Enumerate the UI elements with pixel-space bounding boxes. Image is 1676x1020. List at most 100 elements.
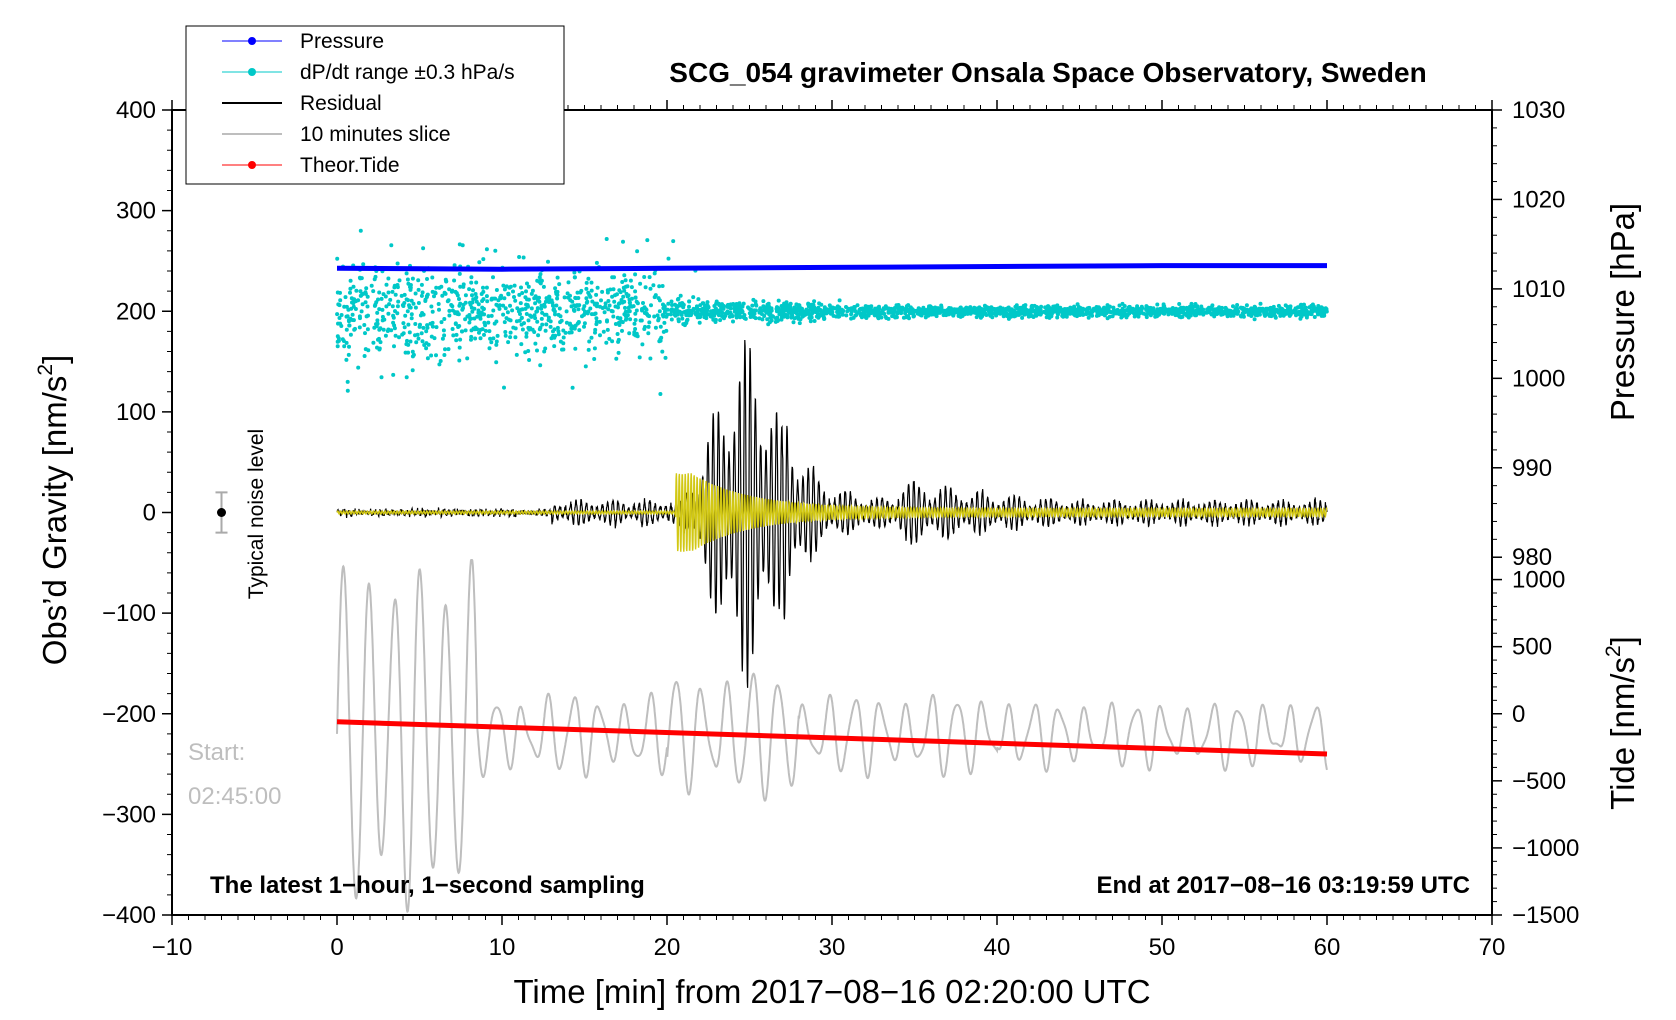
dpdt-point [816, 305, 821, 310]
dpdt-point [335, 339, 340, 344]
dpdt-point [388, 297, 393, 302]
dpdt-point [730, 302, 735, 307]
dpdt-point [439, 320, 444, 325]
dpdt-point [442, 317, 447, 321]
dpdt-point [440, 336, 445, 341]
dpdt-point [743, 316, 748, 321]
dpdt-point [508, 318, 513, 323]
dpdt-point [614, 356, 619, 361]
dpdt-point [337, 316, 342, 320]
dpdt-point [515, 306, 520, 311]
dpdt-point [616, 350, 621, 355]
dpdt-point [554, 303, 559, 308]
dpdt-point [437, 307, 441, 312]
dpdt-point [375, 310, 380, 315]
dpdt-point [538, 363, 543, 368]
dpdt-point [526, 284, 531, 289]
dpdt-point [382, 317, 387, 322]
dpdt-point [1177, 314, 1182, 319]
dpdt-point [604, 237, 609, 241]
dpdt-point [430, 324, 435, 329]
dpdt-point [537, 299, 542, 304]
dpdt-point [570, 385, 575, 390]
dpdt-point [611, 314, 616, 319]
tide-tick-label: 1000 [1512, 567, 1565, 594]
dpdt-point [393, 292, 398, 297]
dpdt-point [616, 320, 621, 325]
dpdt-point [558, 314, 563, 319]
dpdt-point [584, 296, 589, 301]
dpdt-point [428, 321, 433, 326]
dpdt-point [348, 316, 353, 321]
tide-series [336, 719, 1328, 757]
dpdt-point [775, 315, 780, 320]
dpdt-point [684, 321, 689, 325]
dpdt-point [480, 299, 485, 303]
dpdt-point [1271, 311, 1276, 316]
dpdt-point [502, 385, 506, 390]
dpdt-point [537, 275, 542, 280]
dpdt-point [491, 336, 496, 341]
dpdt-point [397, 335, 401, 340]
dpdt-point [1089, 310, 1094, 315]
dpdt-point [395, 285, 400, 290]
dpdt-point [442, 333, 447, 338]
dpdt-point [623, 314, 628, 318]
dpdt-point [453, 289, 458, 294]
dpdt-point [602, 310, 607, 315]
dpdt-point [1054, 308, 1059, 313]
dpdt-point [612, 299, 617, 304]
legend-label: Pressure [300, 30, 384, 53]
dpdt-point [383, 294, 388, 299]
dpdt-point [542, 349, 547, 354]
dpdt-point [467, 320, 472, 325]
dpdt-point [1309, 308, 1314, 313]
dpdt-point [380, 307, 385, 312]
dpdt-point [389, 243, 394, 248]
dpdt-point [742, 313, 747, 317]
dpdt-point [1047, 313, 1052, 318]
dpdt-point [852, 305, 857, 310]
dpdt-point [670, 303, 674, 307]
dpdt-point [849, 316, 854, 321]
dpdt-point [764, 309, 769, 314]
dpdt-point [895, 311, 900, 316]
dpdt-point [391, 313, 396, 318]
dpdt-point [634, 299, 639, 304]
dpdt-point [649, 303, 653, 308]
dpdt-point [1111, 305, 1116, 310]
dpdt-point [605, 319, 609, 324]
dpdt-point [765, 317, 770, 322]
dpdt-point [1192, 311, 1197, 316]
dpdt-point [802, 312, 807, 317]
dpdt-point [702, 315, 707, 320]
dpdt-point [937, 310, 942, 315]
dpdt-point [477, 330, 481, 335]
dpdt-point [386, 290, 391, 295]
dpdt-point [597, 319, 602, 324]
dpdt-point [484, 294, 489, 299]
dpdt-point [1283, 309, 1288, 314]
dpdt-point [791, 320, 796, 325]
dpdt-point [675, 297, 680, 302]
dpdt-point [513, 326, 518, 331]
tide-line [336, 719, 1328, 757]
y-axis-pressure-label: Pressure [hPa] [1604, 203, 1641, 421]
dpdt-point [558, 320, 563, 325]
dpdt-point [452, 278, 457, 283]
dpdt-point [844, 313, 849, 318]
dpdt-point [345, 379, 350, 384]
dpdt-point [1141, 311, 1146, 316]
dpdt-point [401, 321, 406, 326]
dpdt-point [709, 312, 714, 317]
dpdt-point [696, 297, 701, 302]
dpdt-point [589, 335, 594, 340]
dpdt-point [555, 275, 560, 280]
dpdt-point [691, 295, 696, 300]
dpdt-point [524, 302, 529, 307]
dpdt-point [718, 318, 723, 323]
dpdt-point [1213, 308, 1218, 313]
dpdt-point [750, 303, 755, 308]
dpdt-point [696, 312, 701, 317]
dpdt-point [620, 320, 625, 325]
